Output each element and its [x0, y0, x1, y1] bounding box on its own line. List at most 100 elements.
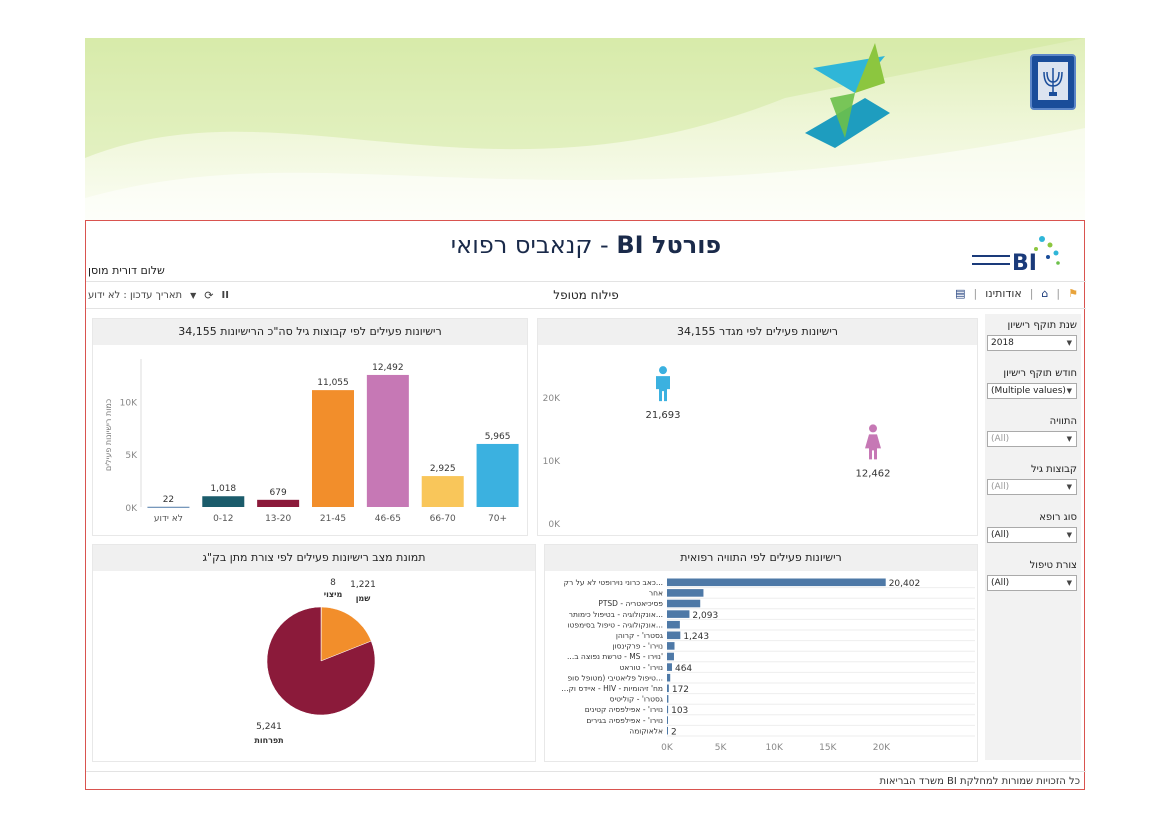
data-label: 11,055 — [317, 378, 349, 388]
flag-icon[interactable]: ⚑ — [1068, 287, 1078, 300]
x-tick-label: 0-12 — [213, 514, 233, 524]
data-label: 8 — [330, 578, 336, 588]
document-icon[interactable]: ▤ — [955, 287, 966, 300]
bar — [667, 663, 672, 671]
pie-slice — [320, 606, 372, 662]
data-label: 2,925 — [430, 464, 456, 474]
bar — [257, 499, 300, 507]
x-tick-label: 21-45 — [320, 514, 346, 524]
y-tick-label: 10K — [120, 398, 138, 408]
bar — [667, 589, 704, 597]
indication-chart-title: רישיונות פעילים לפי התוויה רפואית — [545, 545, 977, 571]
pie-slice — [266, 606, 376, 716]
slice-label: שמן — [356, 594, 371, 603]
filter-select[interactable]: (All) ▼ — [987, 431, 1077, 447]
data-label: 21,693 — [646, 410, 681, 421]
filter-value: (All) — [991, 578, 1010, 588]
dropdown-arrow-icon[interactable]: ▼ — [190, 291, 197, 300]
pause-icon[interactable]: II — [221, 290, 229, 301]
data-label: 5,241 — [256, 722, 282, 732]
chevron-down-icon: ▼ — [1066, 531, 1072, 539]
y-tick-label: גסטרו' - קוליטיס — [610, 695, 663, 704]
page-title-bold: פורטל BI — [616, 231, 722, 259]
data-label: 12,462 — [856, 468, 891, 479]
bar — [202, 496, 245, 507]
filter-value: 2018 — [991, 338, 1014, 348]
page-title: פורטל BI - קנאביס רפואי — [86, 231, 1086, 259]
male-icon — [656, 366, 670, 402]
age-chart-title: רישיונות פעילים לפי קבוצות גיל סה"כ הריש… — [93, 319, 527, 345]
home-icon[interactable]: ⌂ — [1041, 287, 1049, 300]
svg-text:BI: BI — [1012, 251, 1037, 276]
y-axis-label: כמות רישיונות פעילים — [104, 399, 113, 471]
toolbar: תאריך עדכון : לא ידוע ▼ ⟳ II פילוח מטופל… — [86, 281, 1086, 309]
x-tick-label: 10K — [766, 743, 784, 753]
swirl-logo — [805, 43, 890, 148]
data-label: 12,492 — [372, 363, 404, 373]
bar — [667, 578, 886, 587]
toolbar-divider: | — [1056, 287, 1061, 300]
y-tick-label: 5K — [125, 451, 138, 461]
y-tick-label: טיפול פליאטיבי (מטופל סופ... — [568, 673, 664, 682]
y-tick-label: נוירו' - אפילפסיה בגירים — [586, 716, 663, 725]
data-label: 2 — [671, 727, 677, 737]
y-tick-label: נוירו' - פרקינסון — [613, 642, 663, 651]
y-tick-label: כאב כרוני נוירופטי לא על רק... — [564, 578, 663, 587]
state-emblem-icon — [1030, 54, 1076, 110]
data-label: 1,221 — [350, 580, 376, 590]
filter-label: סוג רופא — [1039, 512, 1077, 523]
y-tick-label: 10K — [543, 457, 561, 467]
data-label: 22 — [163, 495, 174, 505]
about-link[interactable]: אודותינו — [985, 287, 1022, 300]
toolbar-title: פילוח מטופל — [553, 288, 619, 302]
chevron-down-icon: ▼ — [1066, 579, 1072, 587]
filter-select[interactable]: (All) ▼ — [987, 527, 1077, 543]
filter-doctor-type: סוג רופא (All) ▼ — [987, 512, 1077, 543]
toolbar-divider: | — [1029, 287, 1034, 300]
y-tick-label: 0K — [548, 520, 561, 530]
filter-label: התוויה — [1049, 416, 1077, 427]
y-tick-label: 0K — [125, 504, 138, 514]
filter-select[interactable]: (All) ▼ — [987, 479, 1077, 495]
age-chart-panel: רישיונות פעילים לפי קבוצות גיל סה"כ הריש… — [92, 318, 528, 536]
y-tick-label: נוירו' - אפילפסיה קטינים — [585, 705, 663, 714]
chevron-down-icon: ▼ — [1066, 435, 1072, 443]
bar — [667, 716, 668, 724]
y-tick-label: PTSD - פסיכיאטריה — [598, 599, 663, 608]
y-tick-label: אחר — [649, 589, 663, 598]
filter-label: קבוצות גיל — [1030, 464, 1077, 475]
data-label: 1,243 — [683, 632, 709, 642]
filter-license-month: חודש תוקף רישיון (Multiple values) ▼ — [987, 368, 1077, 399]
refresh-icon[interactable]: ⟳ — [204, 289, 214, 302]
bi-logo-icon: BI — [972, 236, 1060, 276]
data-label: 464 — [675, 664, 692, 674]
bar — [667, 599, 701, 608]
y-tick-label: 20K — [543, 394, 561, 404]
bar — [667, 673, 671, 682]
y-tick-label: נוירו' - טוראט — [619, 663, 663, 672]
slice-label: תפרחות — [254, 736, 283, 745]
filter-label: חודש תוקף רישיון — [1003, 368, 1077, 379]
filter-value: (All) — [991, 434, 1010, 444]
y-tick-label: ...איידס וק - HIV - מח' זיהומיות — [561, 684, 663, 693]
filter-label: שנת תוקף רישיון — [1007, 320, 1077, 331]
x-tick-label: 66-70 — [430, 514, 456, 524]
filter-select[interactable]: 2018 ▼ — [987, 335, 1077, 351]
update-date-label: תאריך עדכון : לא ידוע — [88, 290, 183, 301]
footer-copyright: כל הזכויות שמורות למחלקת BI משרד הבריאות — [86, 771, 1086, 791]
bar — [667, 631, 681, 640]
data-label: 5,965 — [485, 432, 511, 442]
filter-select[interactable]: (Multiple values) ▼ — [987, 383, 1077, 399]
y-tick-label: אלאוקומה — [629, 726, 663, 735]
filter-select[interactable]: (All) ▼ — [987, 575, 1077, 591]
filters-sidebar: שנת תוקף רישיון 2018 ▼ חודש תוקף רישיון (… — [985, 314, 1081, 760]
y-tick-label: אונקולוגיה - בטיפול כימותר... — [569, 610, 663, 619]
data-label: 2,093 — [692, 611, 718, 621]
bar — [667, 684, 669, 693]
filter-value: (Multiple values) — [991, 386, 1066, 396]
toolbar-divider: | — [973, 287, 978, 300]
x-tick-label: 20K — [873, 743, 891, 753]
age-bar-chart: 0K 5K 10K כמות רישיונות פעילים 22 לא ידוע 1,01… — [104, 359, 519, 524]
bar — [667, 610, 690, 618]
bar — [667, 642, 675, 650]
